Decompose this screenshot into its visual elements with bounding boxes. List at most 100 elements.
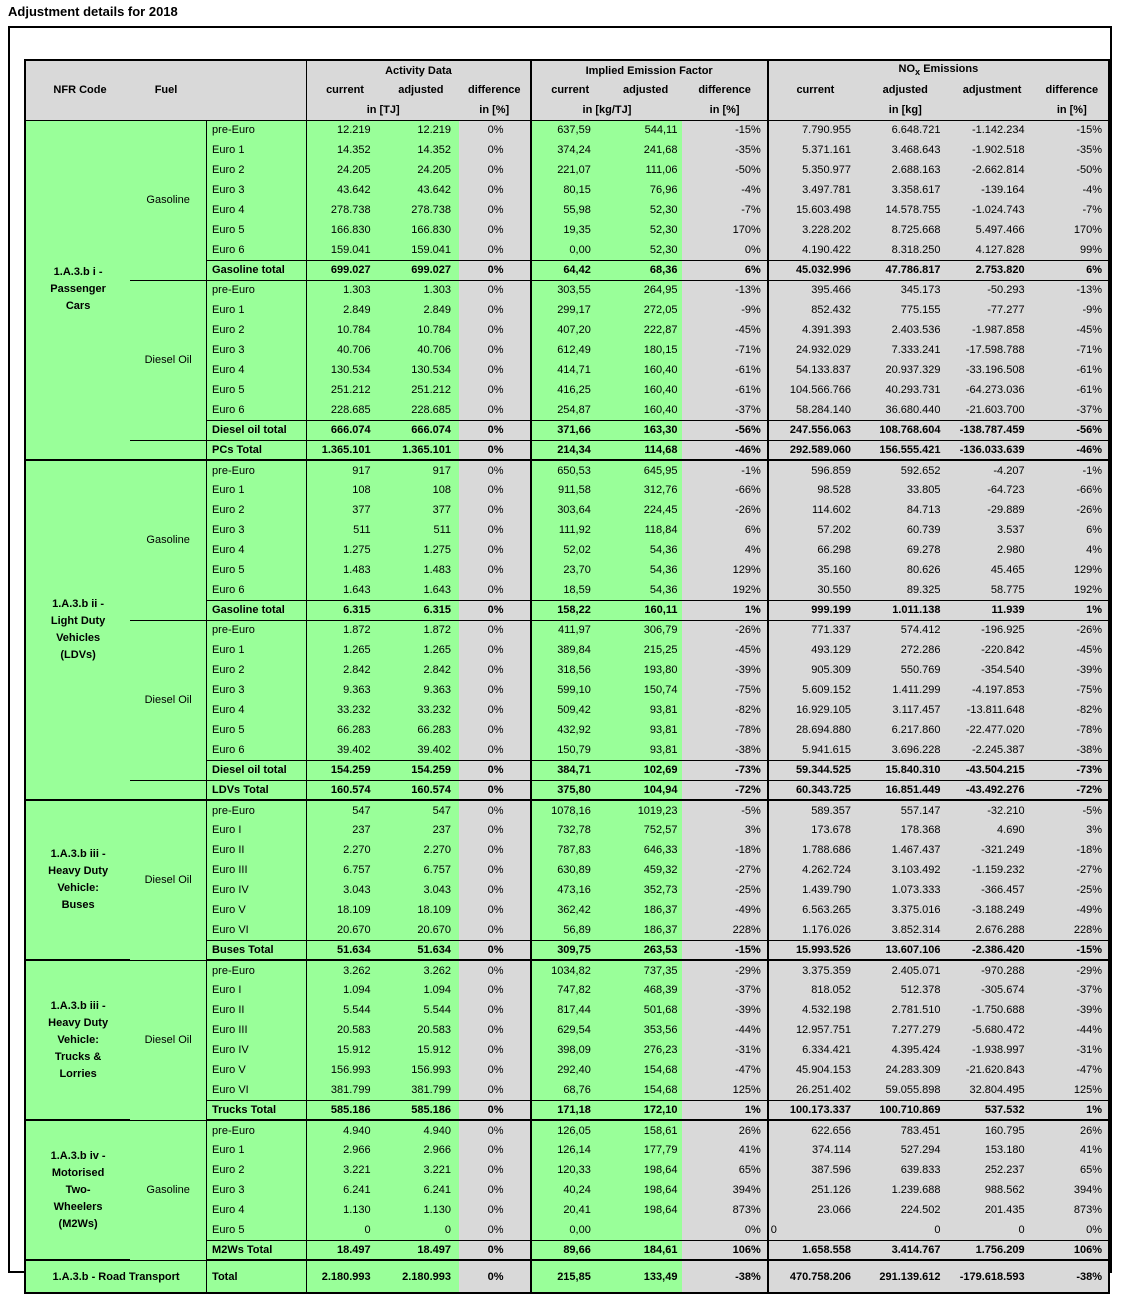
header-group-nox-emissions: NOx Emissions [766, 60, 1109, 80]
cell-a_adj: 2.842 [382, 660, 460, 680]
cell-a_cur: 585.186 [306, 1099, 383, 1121]
cell-i_adj: 133,49 [608, 1260, 683, 1293]
cell-n_diff: 228% [1035, 920, 1109, 940]
category-cell: Euro II [206, 840, 307, 860]
cell-n_adjm: -32.210 [948, 800, 1036, 820]
cell-n_diff: 129% [1035, 560, 1109, 580]
header-group-activity-data: Activity Data [306, 60, 531, 80]
cell-n_cur: 12.957.751 [766, 1020, 862, 1040]
nfr-code-cell: 1.A.3.b iii - Heavy Duty Vehicle: Buses [25, 800, 131, 961]
cell-n_cur: 7.790.955 [766, 120, 862, 140]
category-cell: Euro 1 [206, 300, 307, 320]
cell-a_cur: 14.352 [306, 140, 383, 160]
cell-n_diff: -39% [1035, 1000, 1109, 1020]
cell-n_diff: -50% [1035, 160, 1109, 180]
fuel-cell: Gasoline [130, 460, 207, 621]
cell-i_adj: 76,96 [608, 180, 683, 200]
cell-a_adj: 699.027 [382, 259, 460, 281]
cell-a_cur: 381.799 [306, 1080, 383, 1100]
category-cell: pre-Euro [206, 460, 307, 480]
cell-i_diff: -5% [682, 800, 768, 820]
cell-n_adj: 0 [862, 1220, 949, 1240]
category-cell: Trucks Total [206, 1099, 307, 1121]
table-row: 1.A.3.b iii - Heavy Duty Vehicle: Buses D… [25, 800, 1109, 961]
cell-n_adj: 3.375.016 [862, 900, 949, 920]
cell-a_diff: 0% [459, 300, 531, 320]
cell-a_adj: 18.497 [382, 1239, 460, 1261]
category-cell: pre-Euro [206, 800, 307, 820]
cell-n_cur: 35.160 [766, 560, 862, 580]
category-cell: Euro 6 [206, 740, 307, 760]
cell-a_cur: 1.365.101 [306, 439, 383, 461]
header-unit-pct: in [%] [459, 100, 531, 121]
cell-n_cur: 58.284.140 [766, 400, 862, 420]
cell-a_cur: 511 [306, 520, 383, 540]
table-row: Euro 6 39.402 39.402 0% 150,79 93,81 -38% 5.941… [25, 740, 1109, 760]
cell-n_diff: -15% [1035, 120, 1109, 140]
cell-n_diff: -15% [1035, 939, 1109, 961]
cell-a_diff: 0% [459, 160, 531, 180]
cell-a_cur: 154.259 [306, 759, 383, 781]
cell-i_diff: -7% [682, 200, 768, 220]
cell-i_adj: 263,53 [608, 939, 683, 961]
cell-n_adj: 574.412 [862, 620, 949, 640]
cell-a_diff: 0% [459, 720, 531, 740]
cell-n_diff: 125% [1035, 1080, 1109, 1100]
cell-n_adj: 557.147 [862, 800, 949, 820]
cell-n_adj: 6.217.860 [862, 720, 949, 740]
cell-a_cur: 66.283 [306, 720, 383, 740]
fuel-cell [130, 779, 207, 801]
cell-a_cur: 2.849 [306, 300, 383, 320]
cell-i_cur: 221,07 [529, 160, 609, 180]
cell-i_cur: 23,70 [529, 560, 609, 580]
cell-i_adj: 645,95 [608, 460, 683, 480]
cell-n_cur: 60.343.725 [766, 779, 862, 801]
cell-i_diff: 1% [682, 599, 768, 621]
cell-n_cur: 0 [766, 1220, 862, 1240]
cell-n_adjm: -64.273.036 [948, 380, 1036, 400]
category-cell: Euro 6 [206, 400, 307, 420]
cell-n_adjm: 11.939 [948, 599, 1036, 621]
table-row: Euro 3 43.642 43.642 0% 80,15 76,96 -4% 3.497.7… [25, 180, 1109, 200]
table-row: Euro IV 3.043 3.043 0% 473,16 352,73 -25% 1.439… [25, 880, 1109, 900]
cell-a_cur: 1.130 [306, 1200, 383, 1220]
category-cell: Diesel oil total [206, 419, 307, 441]
cell-n_diff: -25% [1035, 880, 1109, 900]
cell-a_cur: 3.221 [306, 1160, 383, 1180]
category-cell: Euro VI [206, 1080, 307, 1100]
table-row: Euro 5 166.830 166.830 0% 19,35 52,30 170% 3.22… [25, 220, 1109, 240]
cell-n_adj: 7.277.279 [862, 1020, 949, 1040]
cell-i_diff: 26% [682, 1120, 768, 1140]
table-row: Euro 3 9.363 9.363 0% 599,10 150,74 -75% 5.609.… [25, 680, 1109, 700]
cell-i_cur: 732,78 [529, 820, 609, 840]
total-row: Gasoline total 6.315 6.315 0% 158,22 160,11 1%… [25, 599, 1109, 621]
cell-i_diff: 106% [682, 1239, 768, 1261]
cell-a_cur: 156.993 [306, 1060, 383, 1080]
cell-a_diff: 0% [459, 120, 531, 140]
cell-n_adjm: -1.750.688 [948, 1000, 1036, 1020]
cell-i_adj: 272,05 [608, 300, 683, 320]
cell-i_adj: 737,35 [608, 960, 683, 980]
category-cell: Diesel oil total [206, 759, 307, 781]
header-units-row: in [TJ] in [%] in [kg/TJ] in [%] in [kg]… [25, 100, 1109, 121]
table-row: 1.A.3.b iii - Heavy Duty Vehicle: Trucks… [25, 960, 1109, 1121]
cell-i_cur: 389,84 [529, 640, 609, 660]
cell-a_adj: 3.221 [382, 1160, 460, 1180]
cell-n_adj: 40.293.731 [862, 380, 949, 400]
cell-i_adj: 160,40 [608, 400, 683, 420]
cell-a_diff: 0% [459, 800, 531, 820]
cell-n_adj: 7.333.241 [862, 340, 949, 360]
cell-i_diff: -45% [682, 320, 768, 340]
cell-n_adj: 84.713 [862, 500, 949, 520]
cell-a_adj: 20.583 [382, 1020, 460, 1040]
cell-i_adj: 198,64 [608, 1200, 683, 1220]
cell-n_adj: 639.833 [862, 1160, 949, 1180]
cell-i_cur: 19,35 [529, 220, 609, 240]
table-row: Euro 2 10.784 10.784 0% 407,20 222,87 -45% 4.39… [25, 320, 1109, 340]
cell-a_diff: 0% [459, 340, 531, 360]
cell-a_adj: 15.912 [382, 1040, 460, 1060]
cell-a_adj: 6.757 [382, 860, 460, 880]
cell-i_diff: -4% [682, 180, 768, 200]
cell-n_diff: -4% [1035, 180, 1109, 200]
cell-a_diff: 0% [459, 200, 531, 220]
